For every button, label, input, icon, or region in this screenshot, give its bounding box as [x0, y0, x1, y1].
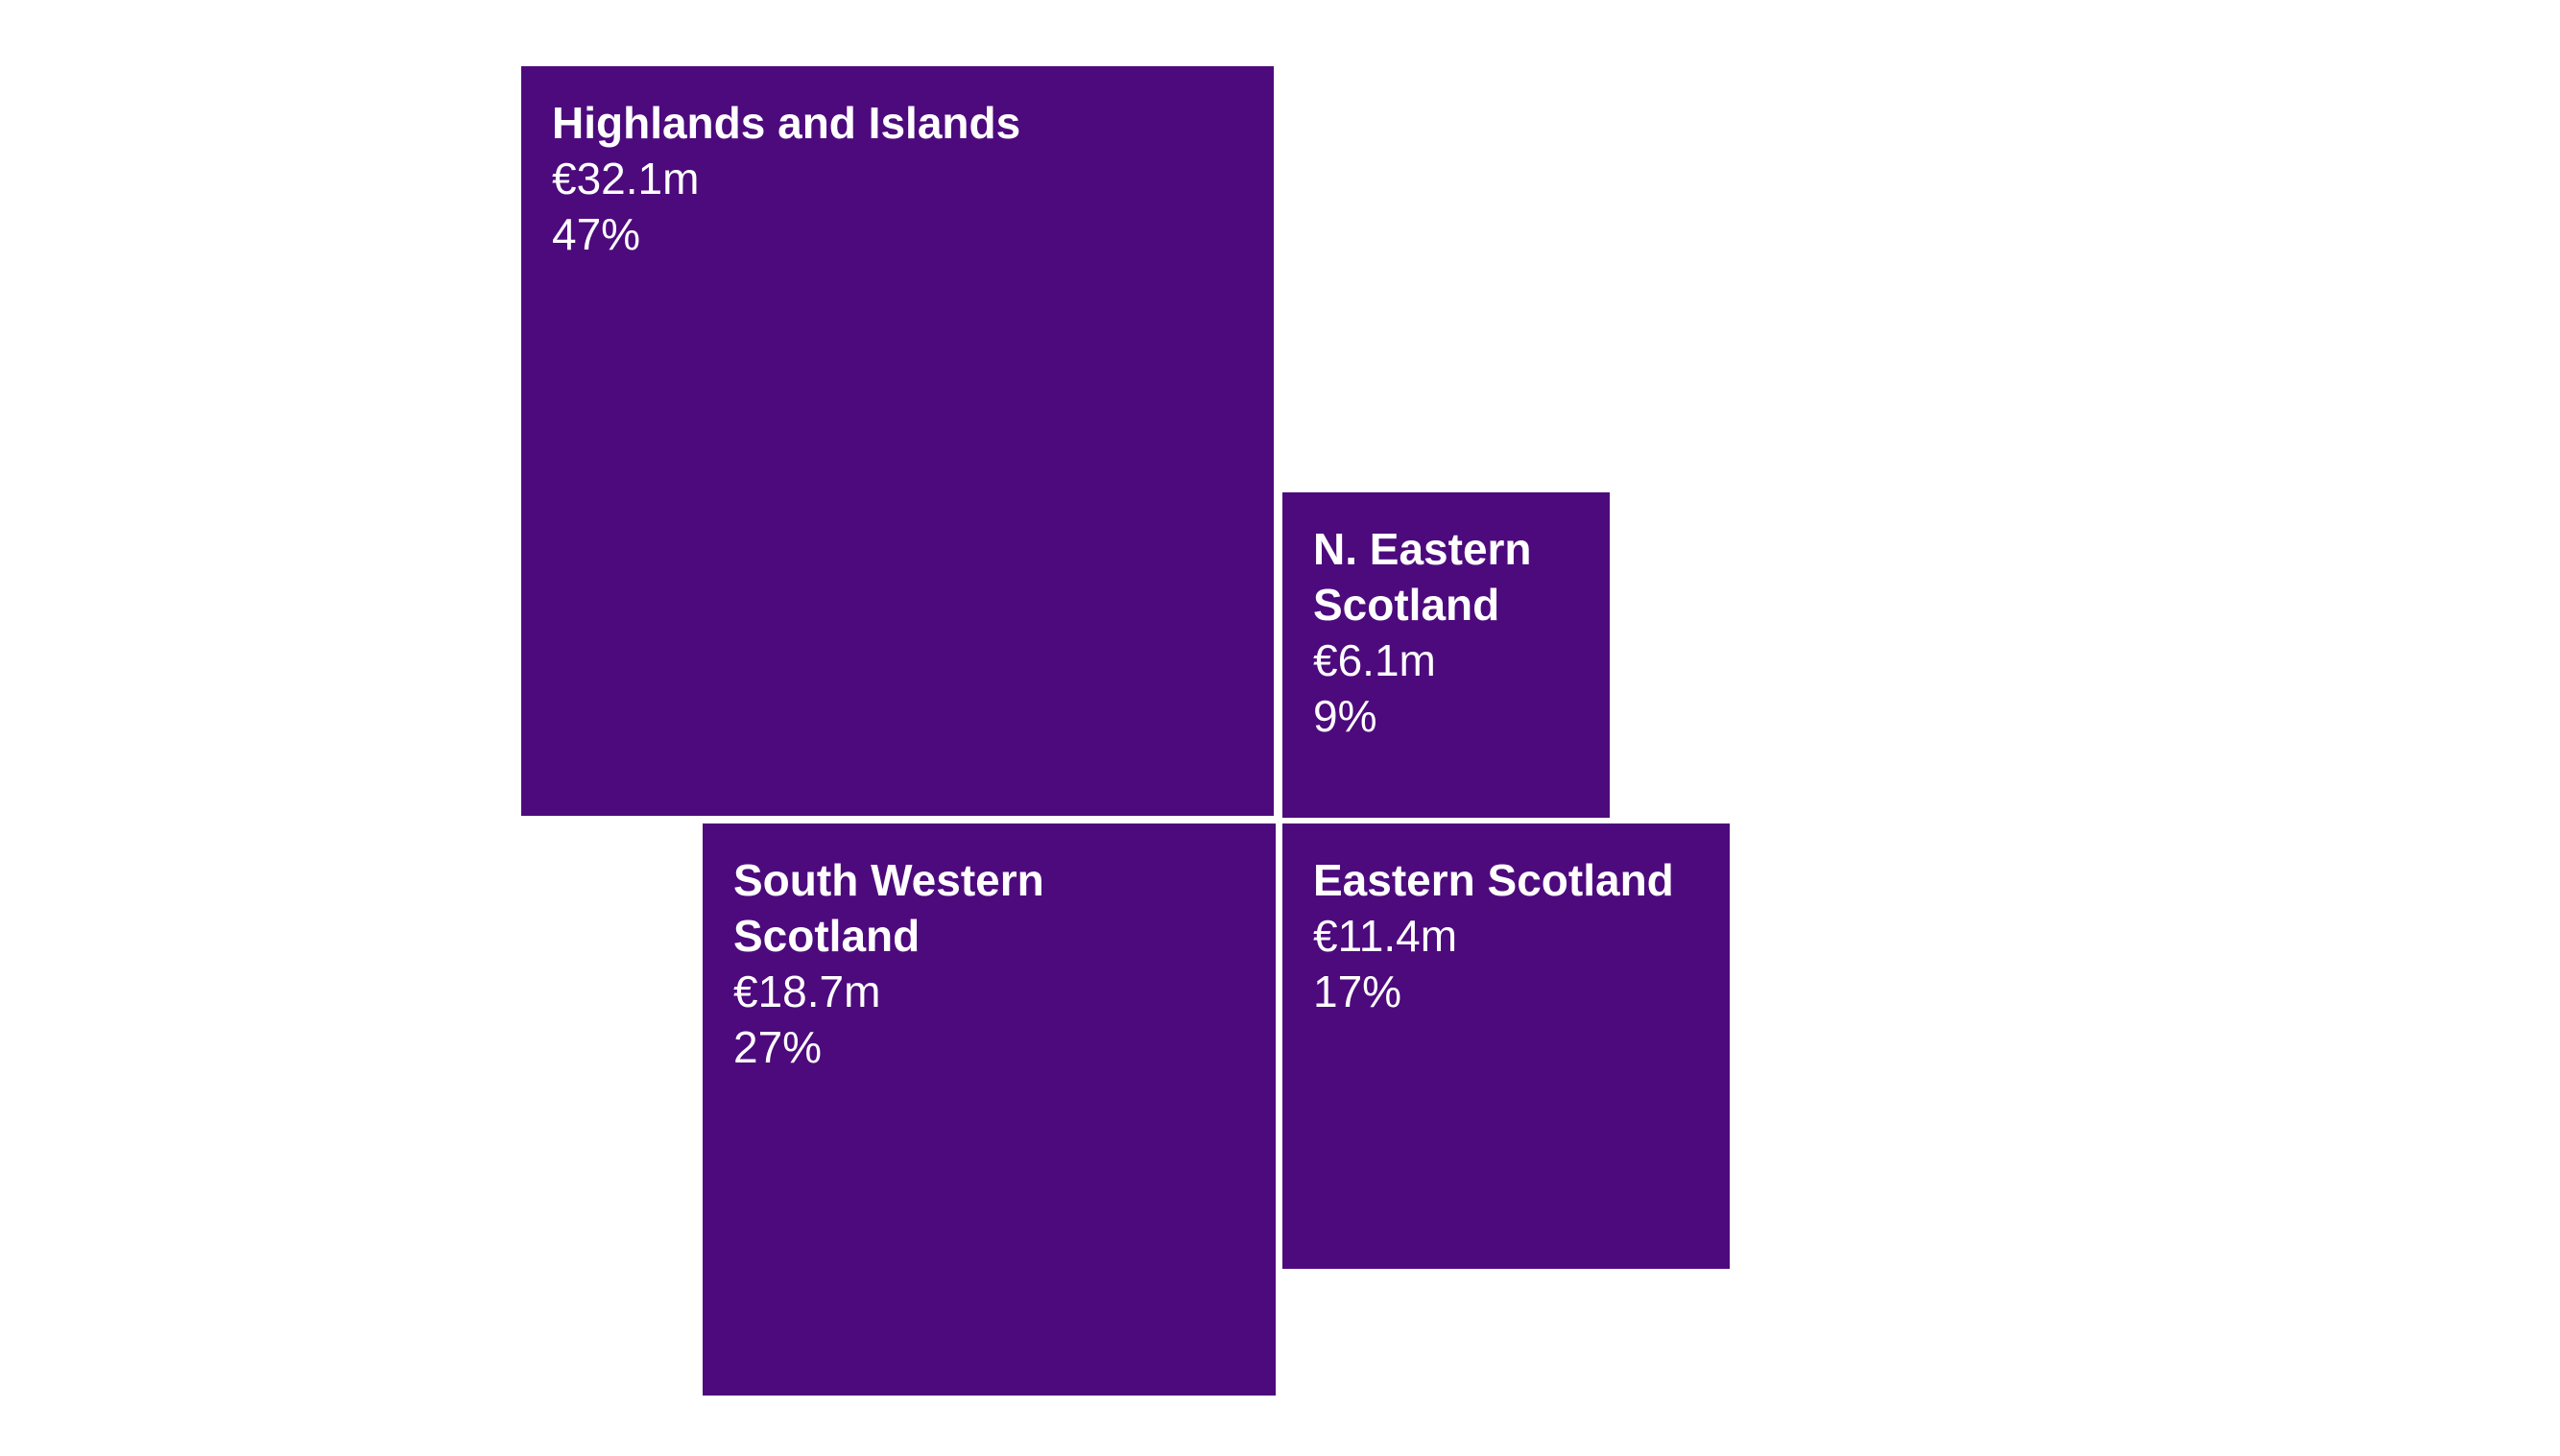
treemap-tile-highlands-and-islands[interactable]: Highlands and Islands €32.1m 47%	[521, 66, 1274, 816]
tile-percent: 27%	[733, 1022, 823, 1072]
tile-percent: 47%	[552, 209, 641, 259]
treemap-tile-south-western-scotland[interactable]: South Western Scotland €18.7m 27%	[703, 823, 1276, 1396]
tile-value: €11.4m	[1313, 911, 1458, 961]
tile-label-block: South Western Scotland €18.7m 27%	[703, 823, 1276, 1075]
treemap-tile-n-eastern-scotland[interactable]: N. Eastern Scotland €6.1m 9%	[1282, 492, 1610, 818]
tile-label-block: N. Eastern Scotland €6.1m 9%	[1282, 492, 1610, 744]
tile-value: €6.1m	[1313, 635, 1436, 685]
tile-region-name: Eastern Scotland	[1313, 855, 1674, 905]
tile-value: €18.7m	[733, 967, 881, 1016]
treemap-tile-eastern-scotland[interactable]: Eastern Scotland €11.4m 17%	[1282, 823, 1730, 1269]
tile-label-block: Eastern Scotland €11.4m 17%	[1282, 823, 1730, 1019]
tile-region-name: South Western Scotland	[733, 855, 1044, 961]
tile-region-name: Highlands and Islands	[552, 98, 1021, 148]
tile-label-block: Highlands and Islands €32.1m 47%	[521, 66, 1274, 262]
tile-percent: 9%	[1313, 691, 1377, 741]
tile-region-name: N. Eastern Scotland	[1313, 524, 1532, 630]
tile-percent: 17%	[1313, 967, 1402, 1016]
tile-value: €32.1m	[552, 154, 700, 203]
